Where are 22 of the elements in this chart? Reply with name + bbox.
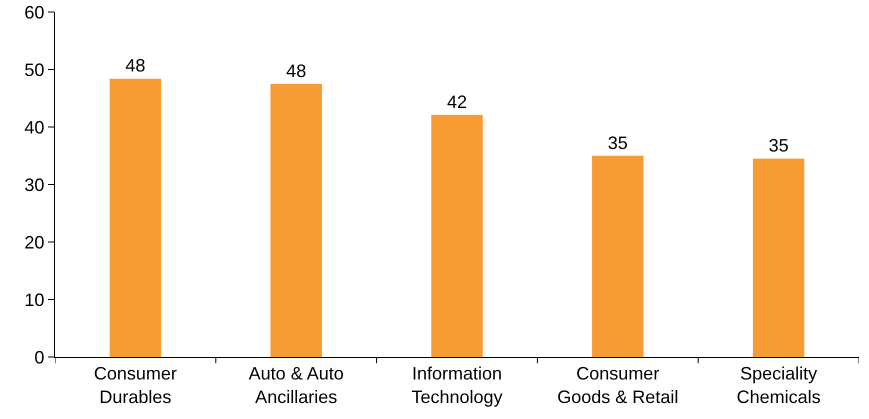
y-tick-label: 50	[24, 60, 44, 80]
data-label: 48	[286, 60, 306, 81]
y-tick-label: 20	[24, 232, 44, 252]
y-tick-label: 30	[24, 174, 44, 195]
data-label: 48	[125, 56, 146, 76]
y-tick-label: 60	[24, 2, 44, 22]
y-tick-label: 0	[34, 347, 44, 368]
x-tick-label: Consumer Goods & Retail	[557, 364, 678, 407]
y-tick-label: 10	[24, 290, 44, 310]
x-tick-label: Auto & Auto Ancillaries	[248, 364, 344, 407]
bar	[431, 114, 483, 357]
data-label: 35	[608, 132, 628, 153]
x-tick-label: Information Technology	[411, 364, 503, 407]
y-tick-label: 40	[24, 117, 44, 138]
bar	[592, 156, 644, 357]
bar	[110, 78, 162, 357]
data-label: 35	[768, 136, 789, 156]
x-tick-label: Speciality Chemicals	[736, 364, 821, 407]
bar	[270, 84, 322, 357]
bar	[752, 158, 804, 357]
x-tick-label: Consumer Durables	[94, 364, 177, 407]
data-label: 42	[446, 92, 468, 112]
